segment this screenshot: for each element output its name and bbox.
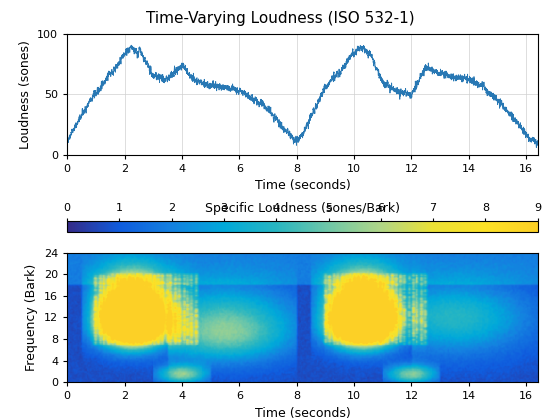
Y-axis label: Frequency (Bark): Frequency (Bark) [25, 264, 39, 371]
Y-axis label: Loudness (sones): Loudness (sones) [18, 39, 31, 149]
X-axis label: Time (seconds): Time (seconds) [255, 179, 350, 192]
Text: Specific Loudness (sones/Bark): Specific Loudness (sones/Bark) [205, 202, 400, 215]
X-axis label: Time (seconds): Time (seconds) [255, 407, 350, 420]
Text: Time-Varying Loudness (ISO 532-1): Time-Varying Loudness (ISO 532-1) [146, 10, 414, 26]
